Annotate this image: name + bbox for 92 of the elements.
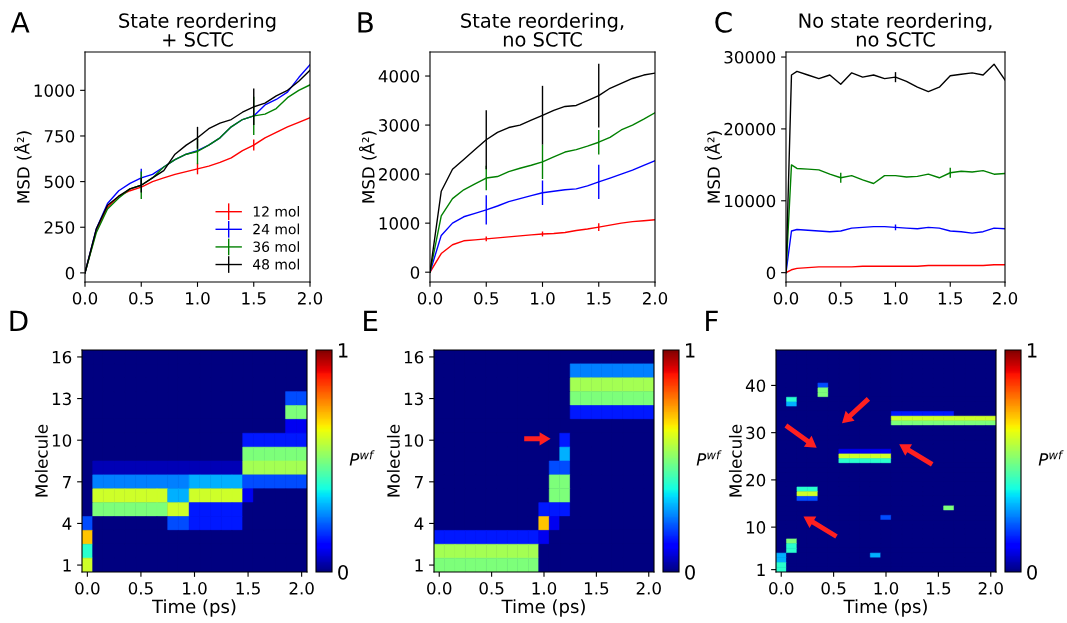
color-bar-label: 0 xyxy=(338,564,348,580)
x-tick-label: 0.5 xyxy=(129,292,154,305)
y-axis-title: Molecule xyxy=(386,424,400,497)
y-axis-title: MSD (Å²) xyxy=(358,131,377,203)
legend-label: 36 mol xyxy=(253,241,299,252)
x-tick-label: 0.0 xyxy=(417,292,443,305)
x-axis-title: Time (ps) xyxy=(501,599,585,617)
y-tick-label: 3000 xyxy=(379,119,420,132)
color-bar-label: 1 xyxy=(686,343,695,358)
y-tick-label: 7 xyxy=(415,475,423,489)
y-tick-label: 250 xyxy=(44,221,75,234)
y-axis-title: Molecule xyxy=(34,424,48,497)
x-tick-label: 0.0 xyxy=(773,292,799,305)
y-tick-label: 13 xyxy=(52,392,71,406)
y-tick-label: 13 xyxy=(404,392,423,406)
y-tick-label: 4 xyxy=(414,517,424,530)
y-tick-label: 1 xyxy=(757,563,765,576)
y-tick-label: 0 xyxy=(65,266,75,280)
x-tick-label: 0.0 xyxy=(427,582,452,595)
y-tick-label: 500 xyxy=(44,175,75,189)
color-bar-label: 1 xyxy=(339,343,348,358)
x-axis-title: Time (ps) xyxy=(843,599,927,617)
legend-label: 12 mol xyxy=(253,206,299,217)
x-tick-label: 2.0 xyxy=(636,582,661,595)
x-tick-label: 0.0 xyxy=(75,582,100,595)
x-tick-label: 2.0 xyxy=(992,292,1018,305)
color-bar-label: 0 xyxy=(685,564,695,580)
y-tick-label: 16 xyxy=(404,350,424,364)
y-tick-label: 1000 xyxy=(34,84,75,97)
x-tick-label: 1.0 xyxy=(874,582,899,595)
y-tick-label: 4 xyxy=(62,517,72,530)
x-tick-label: 1.5 xyxy=(926,582,951,595)
text: A xyxy=(10,12,30,33)
x-tick-label: 2.0 xyxy=(642,292,668,305)
text: B xyxy=(358,12,373,33)
x-tick-label: 2.0 xyxy=(297,292,323,305)
color-bar-label: 0 xyxy=(1027,564,1037,580)
x-tick-label: 0.0 xyxy=(769,582,794,595)
chart-title: No state reordering, no SCTC xyxy=(799,12,992,47)
y-tick-label: 20 xyxy=(746,473,766,487)
x-tick-label: 1.5 xyxy=(584,582,609,595)
color-bar-label: 1 xyxy=(1028,343,1037,358)
x-tick-label: 0.5 xyxy=(479,582,504,595)
text: C xyxy=(715,11,732,33)
y-axis-title: MSD (Å²) xyxy=(704,131,722,203)
legend-label: 24 mol xyxy=(253,223,299,235)
color-bar-title: P$^{wf}$ xyxy=(349,450,375,466)
x-tick-label: 1.5 xyxy=(938,292,963,305)
y-tick-label: 20000 xyxy=(724,122,776,136)
x-tick-label: 0.5 xyxy=(128,582,153,595)
color-bar-title: P$^{wf}$ xyxy=(1038,450,1064,466)
x-tick-label: 1.0 xyxy=(532,582,557,595)
y-tick-label: 1000 xyxy=(379,217,420,230)
y-tick-label: 0 xyxy=(410,266,420,279)
y-tick-label: 30000 xyxy=(724,50,776,64)
x-tick-label: 2.0 xyxy=(289,582,314,595)
y-tick-label: 7 xyxy=(63,475,71,489)
chart-title: State reordering + SCTC xyxy=(119,12,276,47)
y-tick-label: 1 xyxy=(415,559,423,572)
y-tick-label: 4000 xyxy=(378,69,420,83)
legend-label: 48 mol xyxy=(252,258,299,270)
x-tick-label: 1.0 xyxy=(884,292,908,305)
text: E xyxy=(364,310,378,331)
y-tick-label: 1 xyxy=(63,559,71,572)
x-tick-label: 1.5 xyxy=(587,292,611,305)
y-tick-label: 750 xyxy=(44,129,75,143)
y-axis-title: MSD (Å²) xyxy=(13,131,32,203)
x-tick-label: 0.5 xyxy=(821,582,846,595)
chart-title: State reordering, no SCTC xyxy=(461,12,624,47)
text: D xyxy=(10,310,28,331)
x-tick-label: 1.0 xyxy=(183,582,207,595)
y-tick-label: 10 xyxy=(746,521,766,534)
x-tick-label: 0.0 xyxy=(72,292,98,305)
y-tick-label: 30 xyxy=(746,426,766,440)
x-tick-label: 1.5 xyxy=(242,292,266,305)
x-tick-label: 0.5 xyxy=(474,292,499,305)
y-tick-label: 10000 xyxy=(725,194,776,208)
x-tick-label: 1.0 xyxy=(531,292,555,305)
y-tick-label: 40 xyxy=(745,379,766,392)
x-tick-label: 1.0 xyxy=(186,292,210,305)
y-tick-label: 10 xyxy=(52,434,72,447)
text: F xyxy=(706,310,718,331)
x-tick-label: 1.5 xyxy=(236,582,260,595)
x-tick-label: 2.0 xyxy=(978,582,1003,595)
x-tick-label: 0.5 xyxy=(828,292,853,305)
y-tick-label: 10 xyxy=(404,434,424,447)
y-tick-label: 0 xyxy=(766,266,776,280)
y-tick-label: 16 xyxy=(52,350,72,364)
y-tick-label: 2000 xyxy=(379,168,420,181)
y-axis-title: Molecule xyxy=(728,424,742,497)
color-bar-title: P$^{wf}$ xyxy=(696,450,722,466)
x-axis-title: Time (ps) xyxy=(152,599,236,617)
